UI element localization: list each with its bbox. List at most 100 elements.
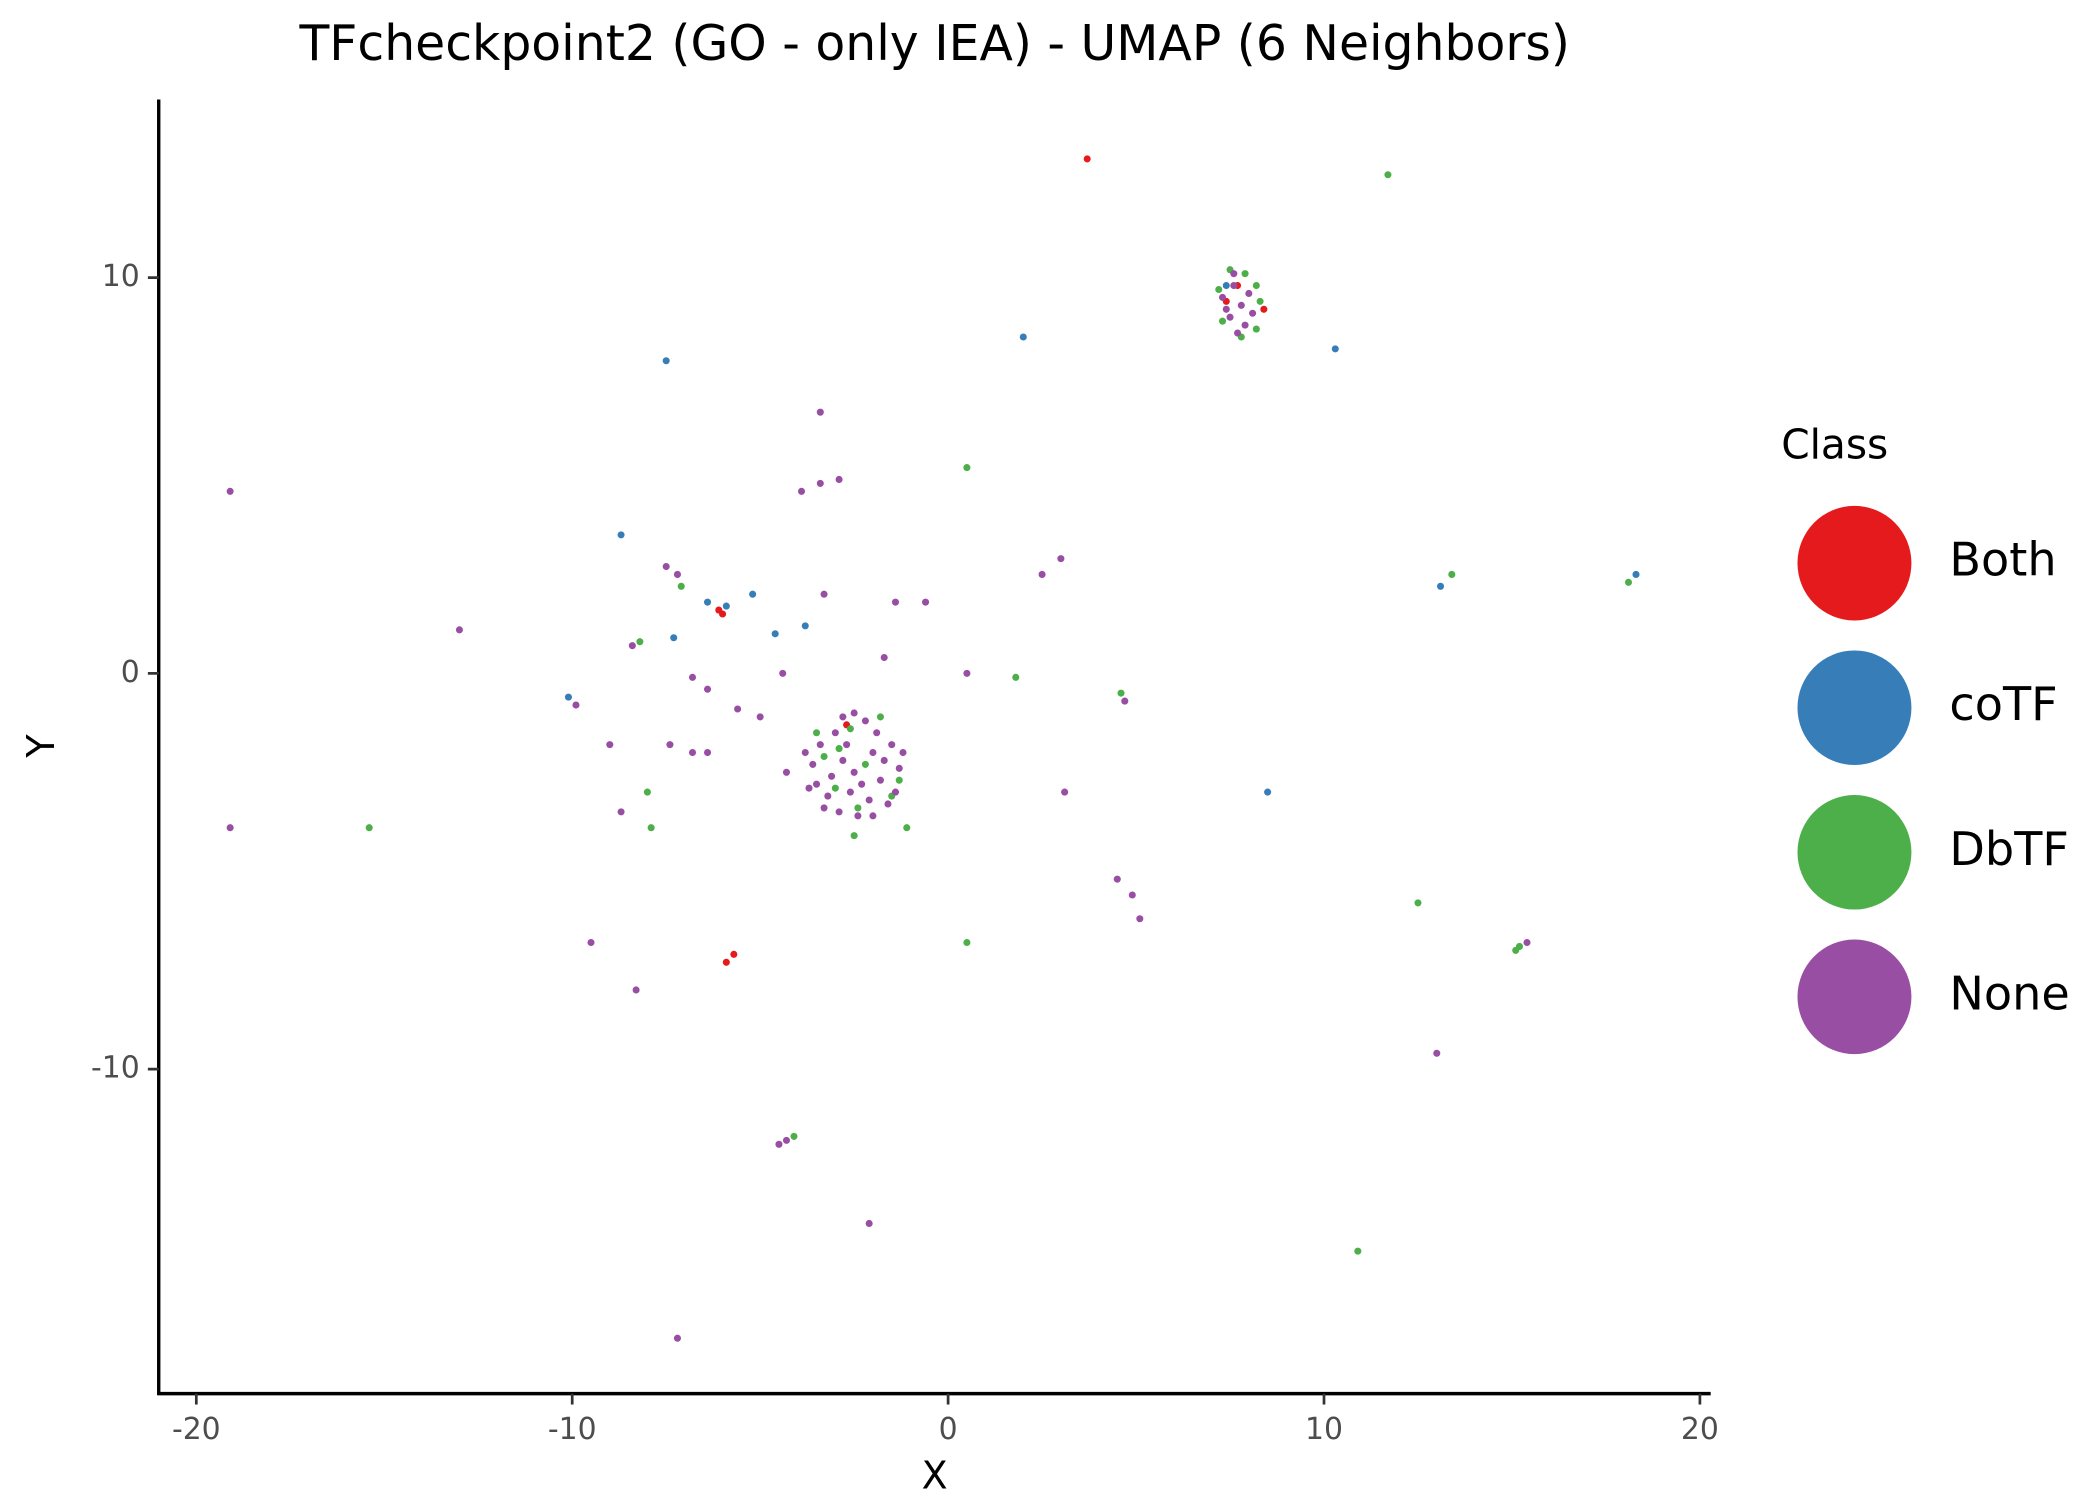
- point: [891, 598, 900, 606]
- point: [820, 804, 828, 812]
- point: [1515, 942, 1524, 950]
- point: [719, 610, 727, 618]
- point: [587, 938, 595, 947]
- point: [775, 1140, 783, 1148]
- point: [854, 812, 862, 820]
- point: [843, 741, 851, 749]
- point: [564, 693, 572, 701]
- point: [1252, 282, 1260, 290]
- point: [749, 590, 757, 598]
- point: [1523, 938, 1531, 947]
- point: [1222, 305, 1230, 313]
- point: [963, 938, 971, 947]
- point: [688, 673, 697, 681]
- x-axis-label: X: [922, 1454, 948, 1498]
- point: [835, 808, 843, 816]
- point: [636, 638, 644, 646]
- point: [1260, 305, 1268, 313]
- point: [1234, 329, 1242, 337]
- point: [722, 602, 730, 610]
- point: [1121, 697, 1129, 705]
- y-tick-label: 0: [121, 655, 140, 690]
- point: [850, 832, 858, 840]
- point: [771, 630, 779, 638]
- point: [643, 788, 651, 796]
- point: [922, 598, 930, 606]
- point: [813, 780, 821, 788]
- point: [1117, 689, 1125, 697]
- point: [884, 800, 892, 808]
- point: [805, 784, 813, 792]
- x-tick-label: -10: [548, 1412, 597, 1447]
- point: [1226, 313, 1234, 321]
- point: [1624, 578, 1633, 586]
- point: [1433, 1049, 1441, 1057]
- point: [839, 713, 847, 721]
- point: [617, 808, 625, 816]
- point: [1249, 309, 1257, 317]
- point: [1019, 333, 1027, 341]
- chart-title: TFcheckpoint2 (GO - only IEA) - UMAP (6 …: [298, 15, 1569, 72]
- point: [779, 669, 787, 677]
- point: [831, 729, 839, 737]
- point: [722, 958, 730, 966]
- point: [1437, 582, 1445, 590]
- point: [1230, 270, 1238, 278]
- point: [809, 760, 817, 768]
- point: [816, 408, 824, 416]
- point: [226, 824, 234, 832]
- point: [1012, 673, 1020, 681]
- point: [677, 582, 685, 590]
- point: [1038, 570, 1046, 578]
- point: [846, 788, 854, 796]
- point: [903, 824, 911, 832]
- point: [861, 717, 869, 725]
- point: [835, 475, 843, 484]
- y-axis-label: Y: [19, 734, 63, 759]
- point: [688, 748, 697, 757]
- point: [1354, 1247, 1362, 1255]
- point: [801, 622, 809, 630]
- legend-swatch: [1797, 505, 1912, 621]
- x-tick-label: 20: [1681, 1412, 1719, 1447]
- point: [869, 748, 877, 757]
- legend-swatch: [1797, 795, 1912, 910]
- point: [1215, 285, 1223, 294]
- point: [873, 729, 881, 737]
- point: [1230, 282, 1238, 290]
- point: [704, 748, 712, 757]
- point: [963, 669, 971, 677]
- legend-label: Both: [1949, 533, 2056, 587]
- x-tick-label: -20: [172, 1412, 221, 1447]
- legend-label: DbTF: [1949, 822, 2068, 876]
- point: [876, 713, 884, 721]
- legend-swatch: [1797, 939, 1912, 1055]
- point: [1218, 293, 1227, 301]
- point: [1252, 325, 1260, 333]
- point: [617, 531, 625, 539]
- point: [365, 824, 373, 832]
- point: [820, 590, 828, 598]
- point: [1448, 570, 1456, 578]
- point: [1245, 289, 1253, 298]
- point: [782, 1136, 790, 1144]
- point: [1222, 282, 1230, 290]
- point: [756, 713, 764, 721]
- point: [880, 756, 888, 764]
- point: [865, 796, 873, 804]
- point: [839, 756, 847, 764]
- point: [666, 741, 674, 749]
- point: [895, 764, 903, 772]
- point: [1384, 171, 1392, 179]
- point: [861, 760, 869, 768]
- point: [455, 626, 463, 634]
- legend-label: coTF: [1949, 677, 2057, 731]
- point: [1083, 155, 1091, 163]
- point: [1264, 788, 1272, 796]
- point: [1057, 555, 1065, 563]
- y-tick-label: 10: [102, 259, 140, 294]
- point: [801, 748, 809, 757]
- legend-title: Class: [1781, 420, 1888, 468]
- point: [828, 772, 836, 780]
